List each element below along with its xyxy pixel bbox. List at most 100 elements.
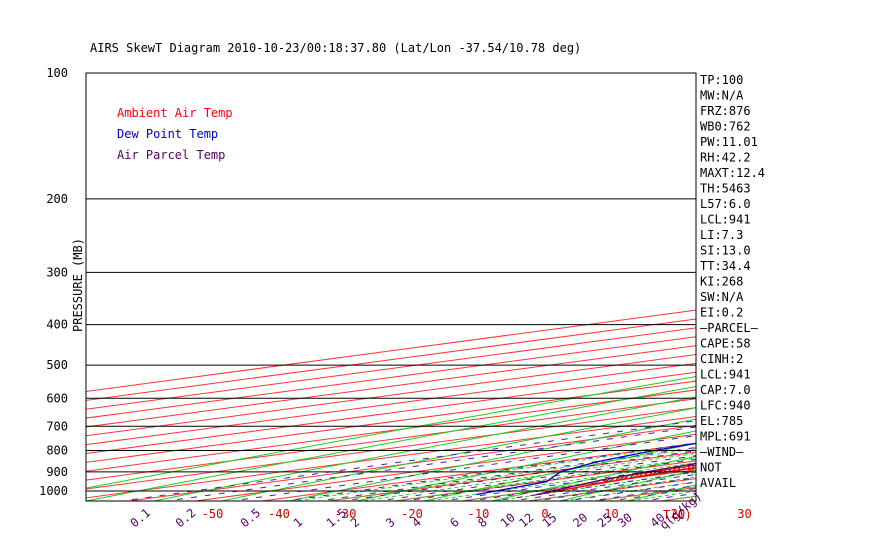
index-entry: NOT — [700, 461, 722, 475]
mixing-ratio-line — [228, 435, 696, 501]
index-entry: EI:0.2 — [700, 306, 743, 320]
mixing-ratio-line — [163, 426, 696, 501]
bottom-temperature-tick-label: -20 — [401, 507, 423, 521]
index-entry: MAXT:12.4 — [700, 166, 765, 180]
isotherm-line — [391, 460, 696, 501]
legend-entry: Dew Point Temp — [117, 127, 218, 141]
mixing-ratio-line — [339, 450, 696, 501]
pressure-tick-label: 300 — [46, 265, 68, 279]
isotherm-line — [324, 451, 696, 501]
mixing-ratio-label: 3 — [383, 515, 398, 530]
moist-adiabat-line — [358, 452, 696, 501]
index-entry: PW:11.01 — [700, 135, 758, 149]
isotherm-line — [86, 371, 696, 455]
index-entry: —WIND— — [700, 445, 744, 459]
temperature-unit-label: T(C) — [663, 508, 692, 522]
mixing-ratio-label: 12 — [516, 510, 536, 530]
isotherm-line — [86, 380, 696, 463]
mixing-ratio-label: 6 — [447, 515, 462, 530]
bottom-temperature-tick-label: 0 — [541, 507, 548, 521]
mixing-ratio-label: 0.1 — [128, 506, 154, 531]
pressure-tick-label: 900 — [46, 465, 68, 479]
pressure-tick-label: 200 — [46, 192, 68, 206]
index-entry: —PARCEL— — [700, 321, 759, 335]
isotherm-line — [86, 398, 696, 481]
mixing-ratio-line — [438, 464, 696, 501]
dry-adiabat-line — [489, 455, 696, 501]
mixing-ratio-label: 0.2 — [173, 506, 199, 531]
series-line-air-parcel-temp — [535, 462, 696, 496]
index-entry: SW:N/A — [700, 290, 744, 304]
mixing-ratio-label: 10 — [498, 510, 518, 530]
index-entry: SI:13.0 — [700, 244, 751, 258]
index-entry: FRZ:876 — [700, 104, 751, 118]
index-entry: WB0:762 — [700, 120, 751, 134]
isotherm-line — [457, 469, 696, 501]
moist-adiabat-line — [424, 462, 696, 501]
legend: Ambient Air Temp Dew Point Temp Air Parcel… — [117, 106, 233, 162]
index-entry: TH:5463 — [700, 182, 751, 196]
dry-adiabat-line — [218, 407, 696, 501]
moist-adiabat-line — [657, 495, 696, 501]
pressure-tick-label: 1000 — [39, 484, 68, 498]
bottom-temperature-tick-label: -50 — [202, 507, 224, 521]
mixing-ratio-line — [282, 442, 696, 501]
mixing-ratio-label: 20 — [570, 510, 590, 530]
index-entry: CINH:2 — [700, 352, 743, 366]
isotherm-line — [125, 424, 696, 501]
bottom-temperature-tick-label: 30 — [737, 507, 751, 521]
mixing-ratio-label: 1 — [291, 515, 306, 530]
plot-frame — [85, 72, 697, 502]
y-axis-label: PRESSURE (MB) — [71, 238, 85, 332]
bottom-temperature-tick-label: -10 — [468, 507, 490, 521]
bottom-temperature-tick-label: 10 — [604, 507, 618, 521]
pressure-tick-label: 700 — [46, 419, 68, 433]
bottom-temperature-tick-label: 20 — [671, 507, 685, 521]
index-entry: LCL:941 — [700, 213, 751, 227]
mixing-ratio-line — [374, 455, 696, 501]
dry-adiabat-line — [827, 64, 870, 502]
mixing-ratio-lines — [118, 420, 696, 501]
index-entry: MPL:691 — [700, 430, 751, 444]
index-entry: TP:100 — [700, 73, 743, 87]
pressure-tick-labels: 100 200 300 400 500 600 700 800 900 1000 — [39, 66, 68, 498]
isotherm-line — [86, 353, 696, 437]
bottom-temperature-tick-label: -40 — [268, 507, 290, 521]
index-entry: LI:7.3 — [700, 228, 743, 242]
moist-adiabat-line — [291, 443, 696, 501]
chart-title: AIRS SkewT Diagram 2010-10-23/00:18:37.8… — [90, 41, 581, 55]
dry-adiabat-line — [759, 64, 870, 502]
index-entry: L57:6.0 — [700, 197, 751, 211]
index-entry: MW:N/A — [700, 89, 744, 103]
series-lines — [476, 442, 696, 496]
index-entry: AVAIL — [700, 476, 736, 490]
mixing-ratio-label: 0.5 — [238, 506, 264, 531]
mixing-ratio-line — [400, 458, 696, 501]
mixing-ratio-line — [118, 420, 696, 501]
pressure-tick-label: 500 — [46, 358, 68, 372]
dry-adiabat-line — [286, 418, 696, 501]
pressure-tick-label: 100 — [46, 66, 68, 80]
legend-entry: Ambient Air Temp — [117, 106, 233, 120]
dry-adiabat-line — [151, 396, 696, 501]
index-entry: LFC:940 — [700, 399, 751, 413]
index-entry: CAPE:58 — [700, 337, 751, 351]
isotherm-line — [657, 495, 696, 501]
isotherm-line — [86, 362, 696, 446]
mixing-ratio-label: 2 — [348, 515, 363, 530]
index-entry: KI:268 — [700, 275, 743, 289]
index-entry: RH:42.2 — [700, 151, 751, 165]
isotherm-line — [86, 416, 696, 499]
index-entry: CAP:7.0 — [700, 383, 751, 397]
isotherm-line — [524, 478, 696, 501]
index-entry: LCL:941 — [700, 368, 751, 382]
bottom-temperature-tick-labels: -50 -40 -30 -20 -10 0 10 20 30 — [202, 507, 752, 521]
mixing-ratio-line — [314, 446, 696, 501]
pressure-tick-label: 400 — [46, 318, 68, 332]
pressure-tick-label: 800 — [46, 443, 68, 457]
index-entry: TT:34.4 — [700, 259, 751, 273]
isotherm-line — [191, 433, 696, 501]
bottom-temperature-tick-label: -30 — [335, 507, 357, 521]
